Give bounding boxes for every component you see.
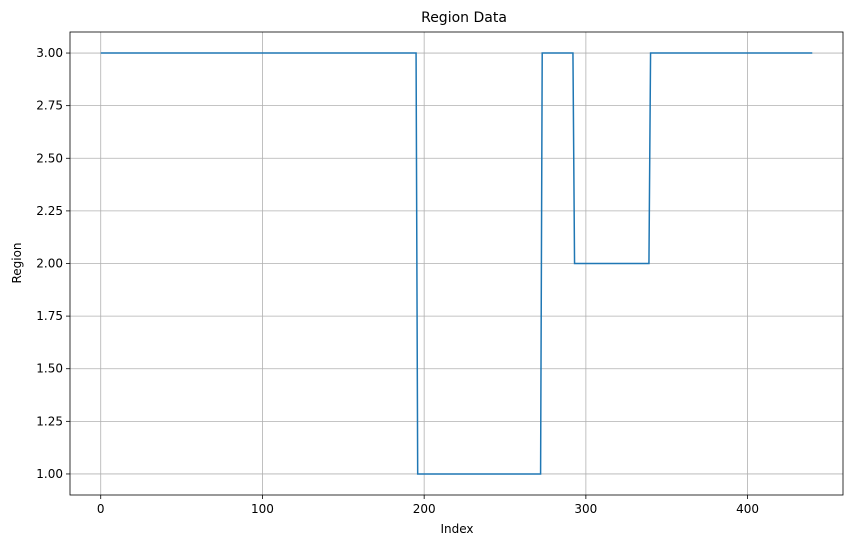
y-tick-label: 2.00 [36,257,63,271]
y-tick-label: 1.50 [36,362,63,376]
y-tick-label: 1.00 [36,467,63,481]
x-tick-label: 400 [736,502,759,516]
y-tick-label: 1.75 [36,309,63,323]
axes: 0 100 200 300 400 1.00 1.25 1.50 1.75 2.00 2.25 2.5… [36,31,844,516]
grid [70,32,843,495]
y-tick-label: 3.00 [36,46,63,60]
x-axis-label: Index [440,522,473,536]
x-tick-label: 300 [574,502,597,516]
y-tick-label: 2.25 [36,204,63,218]
y-tick-label: 2.75 [36,99,63,113]
series-layer [100,52,813,475]
y-tick-label: 1.25 [36,414,63,428]
y-axis-label: Region [10,242,24,283]
series-line [100,52,813,475]
y-tick-label: 2.50 [36,151,63,165]
x-tick-label: 0 [97,502,105,516]
x-tick-label: 100 [251,502,274,516]
x-tick-label: 200 [413,502,436,516]
chart-title: Region Data [421,10,507,26]
